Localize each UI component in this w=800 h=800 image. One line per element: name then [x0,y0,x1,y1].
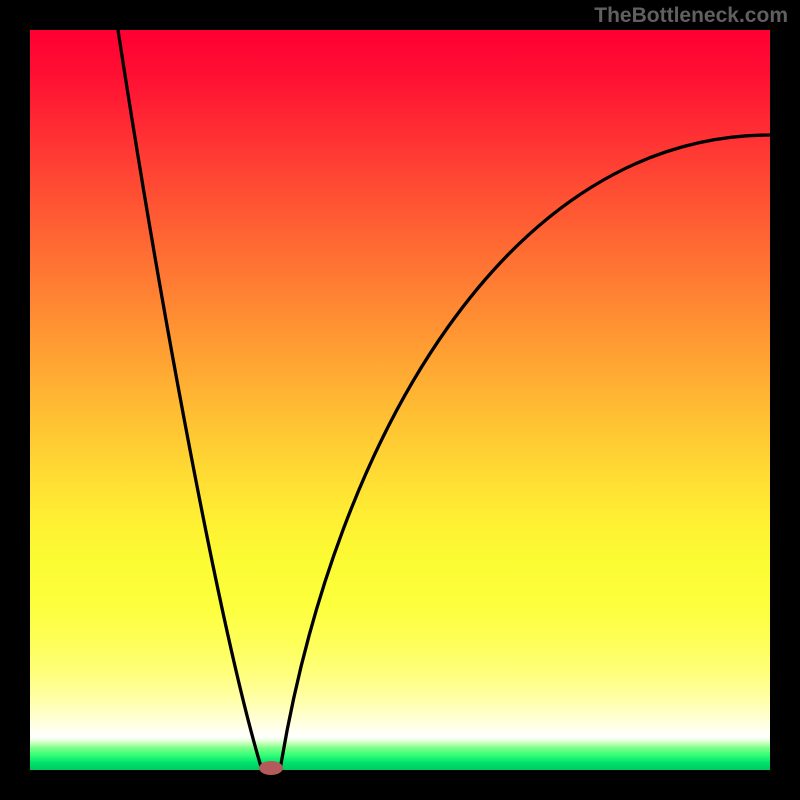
chart-container: TheBottleneck.com [0,0,800,800]
bottleneck-chart [0,0,800,800]
optimal-point-marker [259,761,283,775]
chart-background [30,30,770,770]
watermark-text: TheBottleneck.com [594,4,788,28]
